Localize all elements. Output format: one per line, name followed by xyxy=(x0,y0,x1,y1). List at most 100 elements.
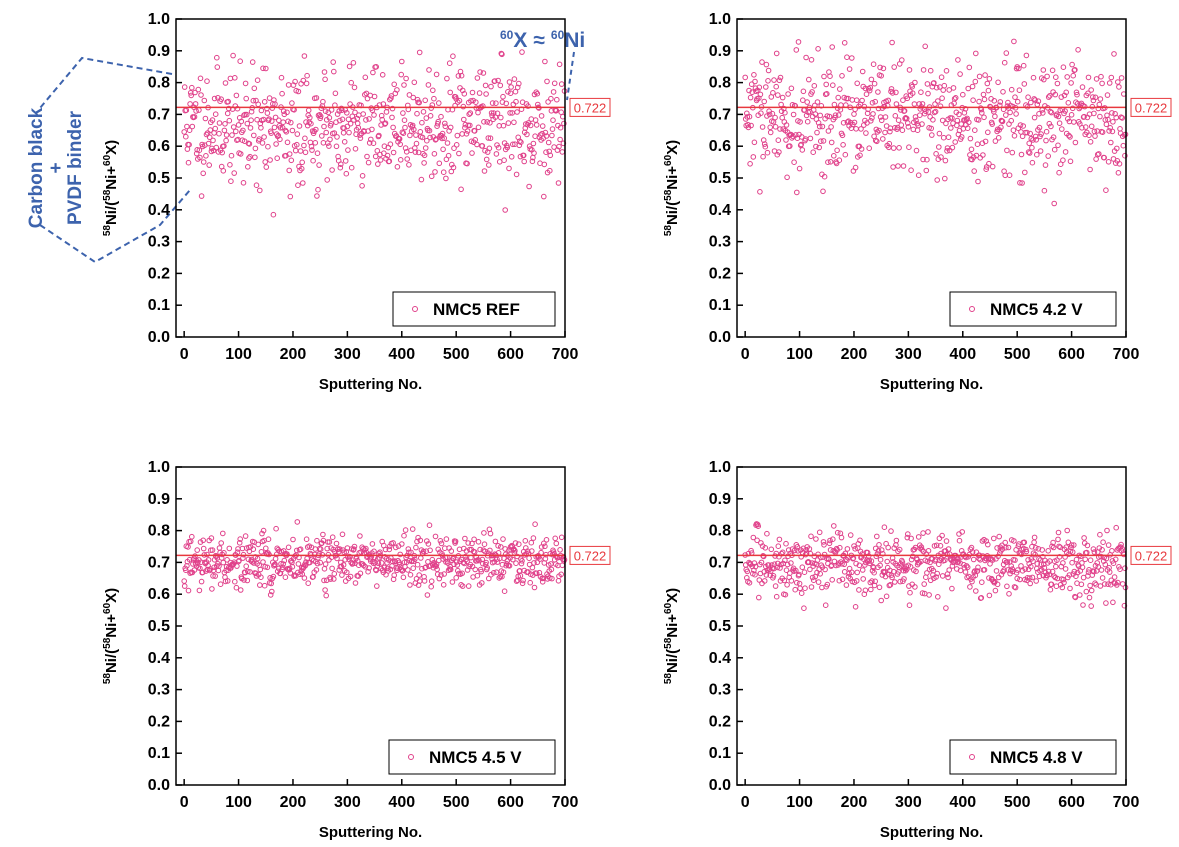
data-point xyxy=(756,594,762,601)
data-point xyxy=(483,156,490,163)
data-point xyxy=(322,76,328,83)
data-point xyxy=(348,164,355,171)
data-point xyxy=(1116,84,1122,90)
data-point xyxy=(454,562,461,568)
data-point xyxy=(551,80,558,87)
data-point xyxy=(922,43,929,50)
data-point xyxy=(781,577,788,584)
data-point xyxy=(794,579,800,586)
data-point xyxy=(867,84,874,91)
data-point xyxy=(1012,557,1018,563)
data-point xyxy=(948,125,954,131)
data-point xyxy=(307,114,313,121)
data-point xyxy=(1097,583,1104,589)
data-point xyxy=(1055,536,1061,543)
data-point xyxy=(880,65,887,72)
data-point xyxy=(355,124,362,131)
data-point xyxy=(468,98,474,104)
data-point xyxy=(462,535,468,542)
data-point xyxy=(422,564,429,571)
x-tick-label: 500 xyxy=(1004,346,1031,363)
data-point xyxy=(481,119,487,125)
data-point xyxy=(326,557,332,563)
data-point xyxy=(853,97,860,103)
data-point xyxy=(771,77,777,83)
data-point xyxy=(531,150,537,156)
data-point xyxy=(853,126,859,132)
data-point xyxy=(504,144,511,151)
data-point xyxy=(917,112,923,118)
data-point xyxy=(777,126,783,132)
data-point xyxy=(744,575,750,581)
data-point xyxy=(258,125,264,131)
data-point xyxy=(346,129,352,136)
x-axis-label: Sputtering No. xyxy=(880,824,983,841)
data-point xyxy=(926,592,932,598)
data-point xyxy=(406,549,412,556)
x-tick-label: 300 xyxy=(334,794,361,811)
data-point xyxy=(205,557,212,563)
data-point xyxy=(1001,567,1007,573)
data-point xyxy=(203,568,209,574)
data-point xyxy=(1101,154,1107,161)
data-point xyxy=(882,129,888,136)
data-point xyxy=(432,137,439,143)
y-tick-label: 1.0 xyxy=(148,459,170,476)
data-point xyxy=(204,78,210,84)
data-point xyxy=(530,140,537,147)
data-point xyxy=(484,119,491,125)
data-point xyxy=(453,142,460,148)
y-tick-label: 0.7 xyxy=(709,554,731,571)
data-point xyxy=(441,135,448,141)
data-point xyxy=(331,68,337,75)
iso-sup-right: 60 xyxy=(551,28,565,42)
data-point xyxy=(889,39,895,46)
data-point xyxy=(343,549,350,555)
x-tick-label: 100 xyxy=(786,346,813,363)
data-point xyxy=(253,570,259,577)
data-point xyxy=(304,72,310,79)
data-point xyxy=(1122,565,1128,572)
data-point xyxy=(747,94,754,101)
data-point xyxy=(447,563,454,570)
data-point xyxy=(427,113,434,119)
data-point xyxy=(895,163,901,169)
data-point xyxy=(280,108,287,114)
data-point xyxy=(481,541,488,548)
data-point xyxy=(1030,74,1037,81)
data-point xyxy=(746,113,753,120)
data-point xyxy=(820,138,827,144)
data-point xyxy=(409,526,416,532)
data-point xyxy=(899,127,906,133)
data-point xyxy=(1014,64,1021,70)
data-point xyxy=(1055,529,1062,536)
data-point xyxy=(243,95,249,102)
data-point xyxy=(200,159,207,165)
data-point xyxy=(1031,534,1038,541)
data-point xyxy=(212,573,218,579)
data-point xyxy=(1020,123,1027,129)
y-tick-label: 0.0 xyxy=(709,777,731,794)
data-point xyxy=(1060,64,1067,70)
data-point xyxy=(766,111,773,118)
data-point xyxy=(857,152,863,159)
data-point xyxy=(1007,109,1013,116)
data-point xyxy=(273,551,280,558)
data-point xyxy=(813,143,819,150)
data-point xyxy=(1029,574,1036,581)
data-point xyxy=(943,120,949,127)
data-point xyxy=(752,78,758,85)
y-tick-label: 0.5 xyxy=(148,618,170,635)
data-point xyxy=(277,136,283,143)
data-point xyxy=(867,579,874,586)
data-point xyxy=(343,170,350,177)
data-point xyxy=(1087,166,1093,173)
data-point xyxy=(1048,109,1055,116)
data-point xyxy=(365,568,371,575)
data-point xyxy=(371,93,378,100)
data-point xyxy=(557,547,563,553)
y-tick-label: 0.4 xyxy=(148,202,170,219)
data-point xyxy=(196,147,203,153)
data-point xyxy=(905,124,912,130)
